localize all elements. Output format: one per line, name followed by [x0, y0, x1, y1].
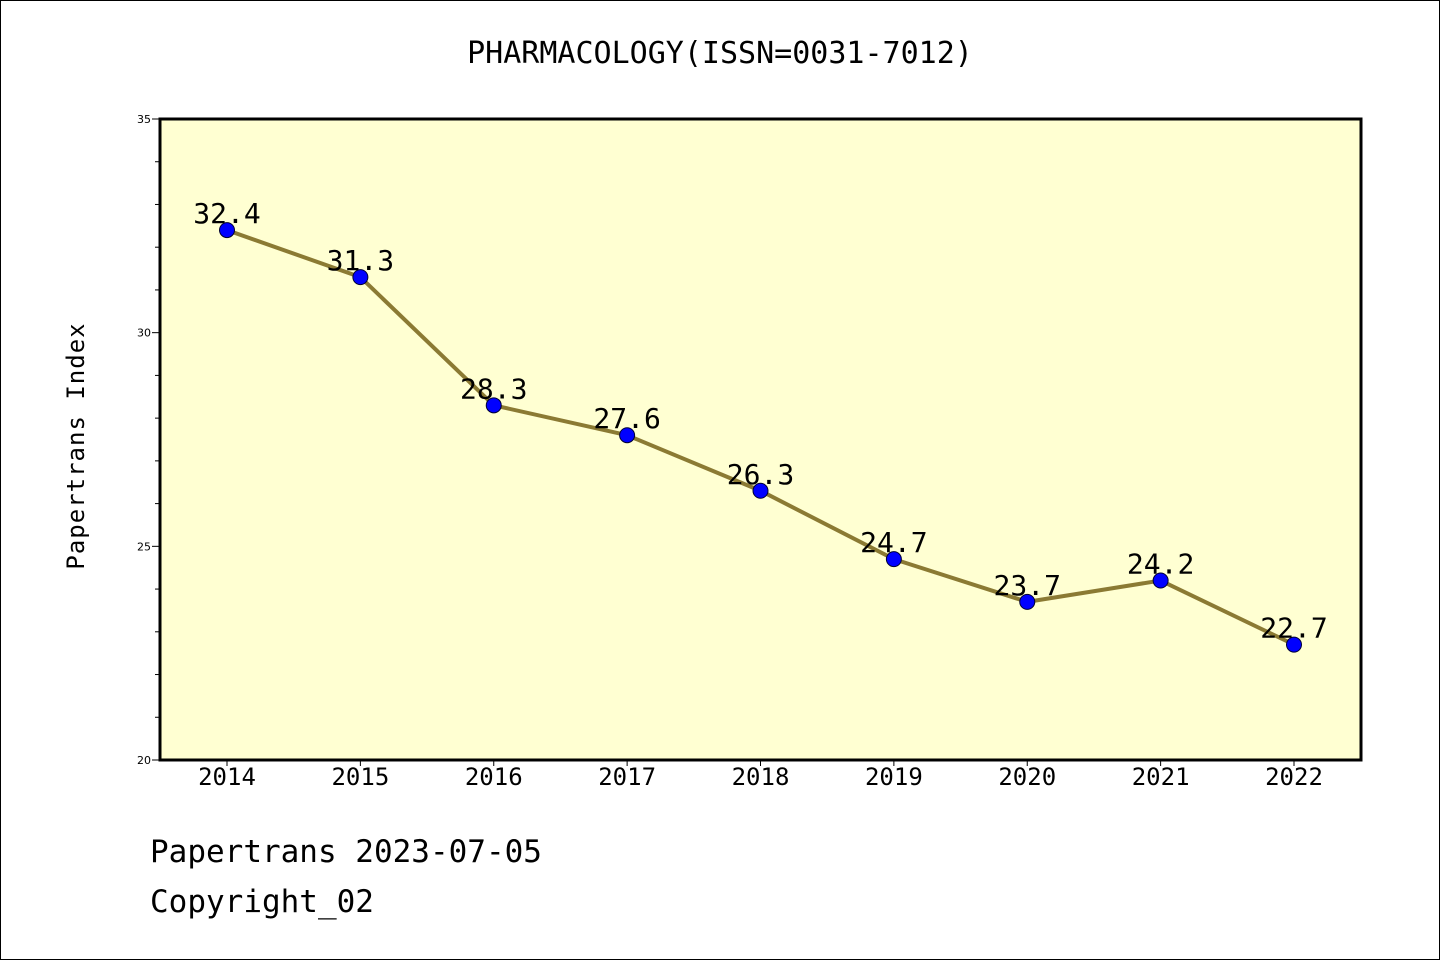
- footer-copyright: Copyright_02: [150, 884, 374, 920]
- data-points: [219, 222, 1302, 653]
- y-tick-label: 25: [137, 540, 151, 553]
- x-tick-label: 2018: [732, 763, 790, 791]
- y-tick-label: 30: [137, 327, 151, 340]
- data-labels: 32.4 31.3 28.3 27.6 26.3 24.7 23.7 24.2 22.7: [193, 197, 1327, 645]
- x-tick-label: 2021: [1132, 763, 1190, 791]
- data-point: [352, 269, 369, 286]
- y-axis: 20 25 30 35: [137, 113, 160, 767]
- footer-date: Papertrans 2023-07-05: [150, 834, 542, 870]
- data-point: [219, 222, 235, 239]
- data-point: [885, 551, 902, 568]
- x-tick-label: 2019: [865, 763, 923, 791]
- data-label: 23.7: [994, 569, 1061, 602]
- x-tick-label: 2022: [1265, 763, 1323, 791]
- x-axis: 2014 2015 2016 2017 2018 2019 2020 2021 2022: [198, 760, 1323, 791]
- data-point: [619, 427, 636, 444]
- y-tick-label: 20: [137, 754, 151, 767]
- data-point: [1286, 636, 1302, 653]
- data-label: 26.3: [727, 458, 794, 491]
- data-point: [1152, 572, 1169, 589]
- data-label: 28.3: [460, 372, 527, 405]
- data-label: 24.7: [860, 526, 927, 559]
- data-label: 27.6: [593, 402, 660, 435]
- x-tick-label: 2015: [331, 763, 389, 791]
- data-point: [485, 397, 502, 414]
- data-label: 22.7: [1260, 612, 1327, 645]
- plot-area: [160, 119, 1361, 760]
- plot-border: [158, 117, 1363, 762]
- x-tick-label: 2020: [998, 763, 1056, 791]
- data-label: 24.2: [1127, 548, 1194, 581]
- x-tick-label: 2016: [465, 763, 523, 791]
- y-tick-label: 35: [137, 113, 151, 126]
- data-point: [752, 482, 769, 499]
- x-tick-label: 2014: [198, 763, 256, 791]
- data-label: 32.4: [193, 197, 260, 230]
- data-label: 31.3: [327, 244, 394, 277]
- x-tick-label: 2017: [598, 763, 656, 791]
- chart-title: PHARMACOLOGY(ISSN=0031-7012): [467, 36, 973, 71]
- data-point: [1019, 593, 1036, 610]
